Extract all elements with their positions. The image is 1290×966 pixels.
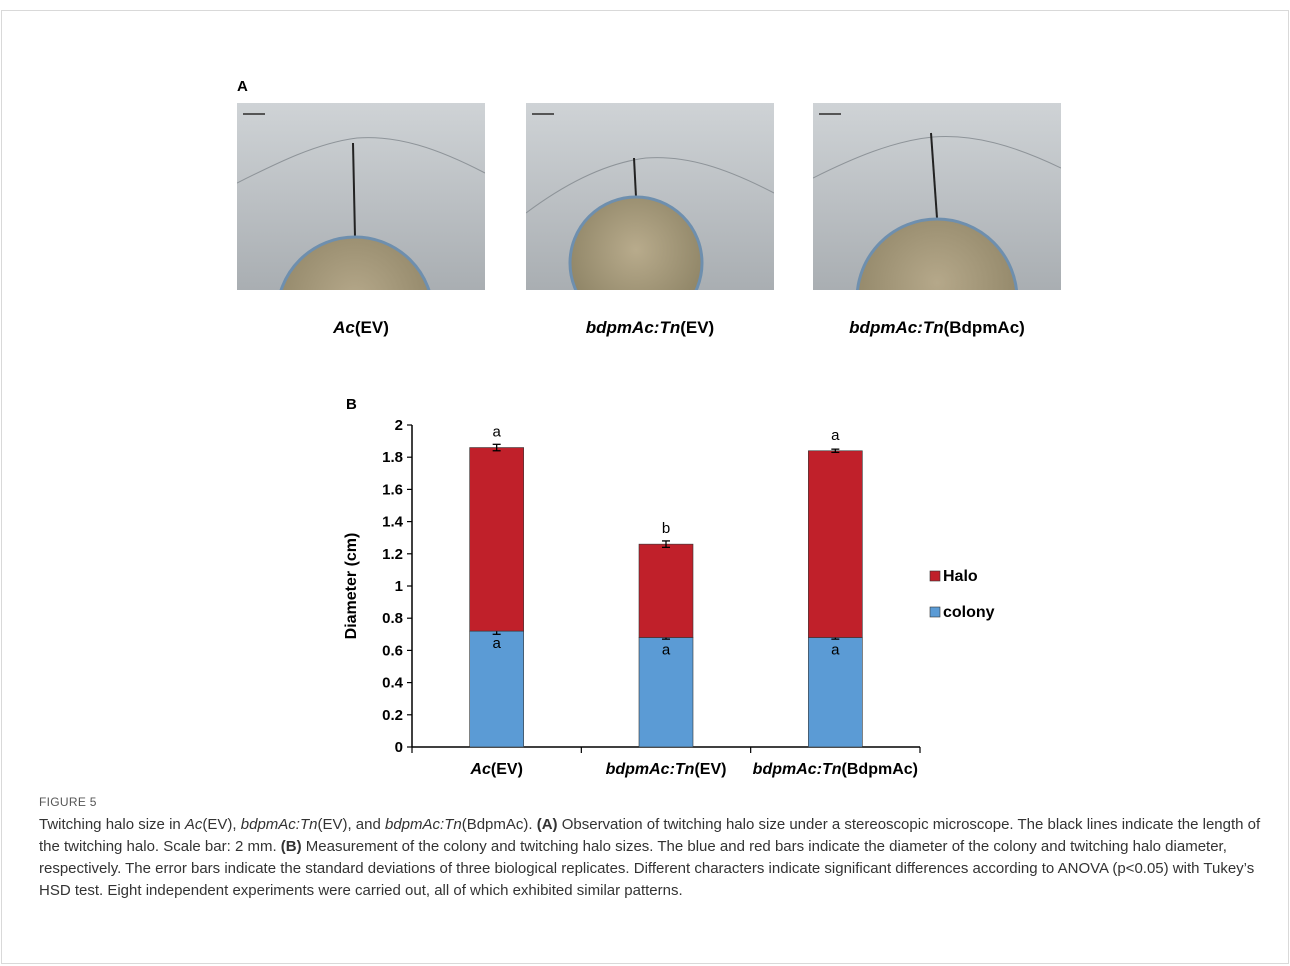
panel-a-label: A [237,78,248,95]
x-tick-label: Ac(EV) [469,761,522,778]
bar-colony [808,637,863,748]
legend-swatch-halo [929,570,941,582]
panel-b-label: B [346,396,357,413]
bar-chart-svg: B 0 0.2 0.4 0.6 0.8 1 1.2 1.4 1.6 1.8 2 Diameter (cm… [343,396,995,778]
y-tick-label: 1.4 [382,514,404,531]
legend-label-halo: Halo [943,568,978,585]
y-tick-label: 1 [395,578,403,595]
x-tick-label: bdpmAc:Tn(BdpmAc) [753,761,918,778]
x-tick-label: bdpmAc:Tn(EV) [606,761,727,778]
y-axis-title: Diameter (cm) [343,533,360,640]
y-tick-label: 0 [395,739,403,756]
photo-bdpmac-tn-ev [526,103,774,290]
significance-letter: b [662,520,670,537]
legend-swatch-colony [929,606,941,618]
y-tick-label: 0.8 [382,610,403,627]
bar-halo [469,447,524,632]
bar-halo [638,543,694,638]
photo-ac-ev [237,103,485,290]
figure-caption: Twitching halo size in Ac(EV), bdpmAc:Tn… [39,816,1261,899]
bar-colony [638,637,694,748]
bar-colony [469,630,524,748]
legend-label-colony: colony [943,604,995,621]
photo-caption-2: bdpmAc:Tn(EV) [585,318,715,337]
significance-letter: a [831,427,840,444]
y-tick-label: 1.2 [382,546,403,563]
significance-letter: a [831,642,840,659]
bar-chart: B 0 0.2 0.4 0.6 0.8 1 1.2 1.4 1.6 1.8 2 Diameter (cm… [300,395,1020,795]
figure-frame [1,10,1289,964]
y-tick-label: 1.8 [382,449,403,466]
significance-letter: a [662,642,671,659]
significance-letter: a [492,635,501,652]
photo-caption-1: Ac(EV) [333,318,389,337]
bar-halo [808,450,863,638]
photo-bdpmac-tn-bdpmac [813,103,1061,290]
figure-label: FIGURE 5 [39,795,97,809]
significance-letter: a [492,424,501,441]
y-tick-label: 0.2 [382,707,403,724]
y-tick-label: 2 [395,417,403,434]
y-tick-label: 1.6 [382,481,403,498]
y-tick-label: 0.6 [382,642,403,659]
photo-caption-3: bdpmAc:Tn(BdpmAc) [849,318,1025,337]
y-tick-label: 0.4 [382,675,404,692]
